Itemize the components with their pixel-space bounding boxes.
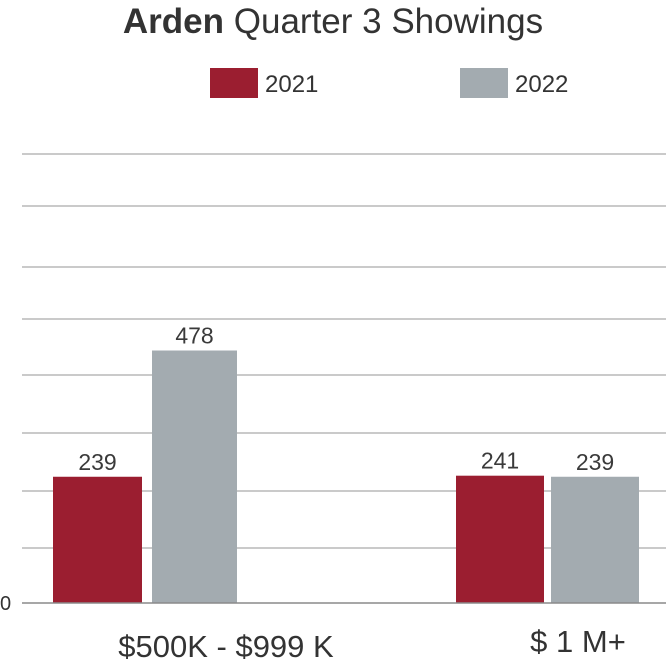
legend-swatch-2022 [460, 68, 508, 98]
legend: 2021 2022 [210, 68, 568, 98]
category-label-500k-999k: $500K - $999 K [118, 629, 334, 664]
bar-2021-category-1 [456, 475, 544, 603]
legend-label-2022: 2022 [515, 71, 568, 98]
legend-swatch-2021 [210, 68, 258, 98]
bar-2022-category-0 [152, 350, 237, 603]
data-label-2021-category-1: 241 [481, 448, 519, 474]
data-label-2022-category-1: 239 [576, 449, 614, 475]
bar-2021-category-0 [53, 476, 142, 603]
data-label-2022-category-0: 478 [175, 323, 213, 349]
chart-title: Arden Quarter 3 Showings [123, 2, 543, 41]
value-labels: 239 478 241 239 [78, 323, 614, 475]
legend-label-2021: 2021 [265, 71, 318, 98]
bars [53, 350, 639, 603]
category-label-1m-plus: $ 1 M+ [530, 624, 626, 659]
y-tick-label-0: 0 [0, 593, 11, 615]
chart-title-bold: Arden [123, 2, 224, 41]
data-label-2021-category-0: 239 [78, 449, 116, 475]
bar-2022-category-1 [551, 476, 639, 603]
chart-title-rest: Quarter 3 Showings [224, 2, 543, 41]
